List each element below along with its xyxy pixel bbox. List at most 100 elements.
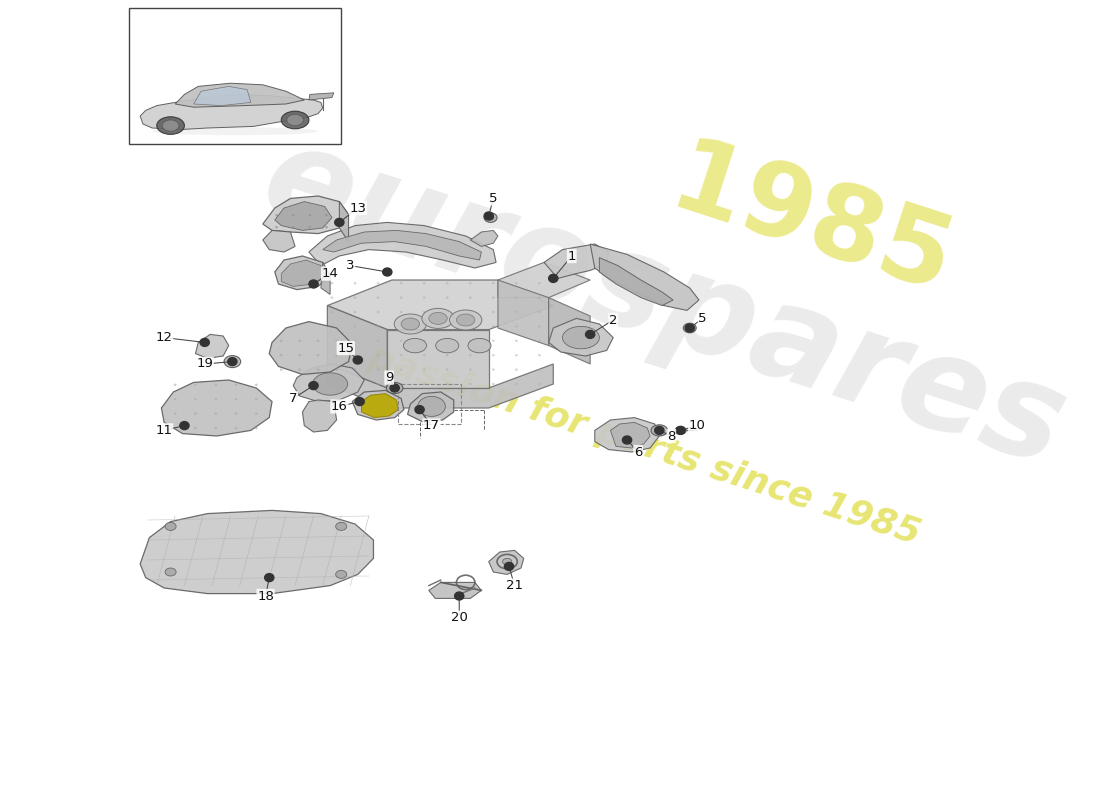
Ellipse shape: [492, 296, 495, 298]
Ellipse shape: [376, 296, 380, 298]
Circle shape: [309, 280, 318, 288]
Circle shape: [685, 324, 694, 332]
Ellipse shape: [422, 296, 426, 298]
Ellipse shape: [492, 325, 495, 327]
Ellipse shape: [399, 296, 403, 298]
Ellipse shape: [331, 339, 333, 342]
Ellipse shape: [503, 558, 512, 565]
Ellipse shape: [157, 117, 185, 134]
Polygon shape: [294, 364, 364, 402]
Bar: [398, 384, 461, 424]
Ellipse shape: [353, 325, 356, 327]
Ellipse shape: [214, 427, 217, 429]
Ellipse shape: [469, 282, 472, 284]
Ellipse shape: [255, 413, 257, 414]
Ellipse shape: [402, 318, 419, 330]
Ellipse shape: [386, 382, 403, 394]
Ellipse shape: [234, 383, 238, 386]
Polygon shape: [263, 230, 295, 252]
Ellipse shape: [308, 214, 311, 217]
Ellipse shape: [404, 338, 427, 353]
Ellipse shape: [538, 368, 541, 370]
Ellipse shape: [165, 568, 176, 576]
Ellipse shape: [436, 338, 459, 353]
Text: 16: 16: [331, 400, 348, 413]
Ellipse shape: [469, 339, 472, 342]
Circle shape: [675, 426, 685, 434]
Ellipse shape: [656, 427, 663, 434]
Ellipse shape: [287, 114, 304, 126]
Polygon shape: [328, 364, 553, 408]
Ellipse shape: [515, 368, 518, 370]
Circle shape: [454, 592, 464, 600]
Ellipse shape: [255, 427, 257, 429]
Ellipse shape: [331, 354, 333, 356]
Ellipse shape: [399, 383, 403, 386]
Ellipse shape: [376, 339, 380, 342]
Ellipse shape: [446, 310, 449, 313]
Ellipse shape: [422, 339, 426, 342]
Ellipse shape: [538, 339, 541, 342]
Ellipse shape: [538, 383, 541, 386]
Text: a passion for parts since 1985: a passion for parts since 1985: [329, 329, 925, 551]
Text: 18: 18: [257, 590, 274, 602]
Ellipse shape: [484, 213, 497, 222]
Polygon shape: [610, 422, 650, 448]
Ellipse shape: [394, 314, 427, 334]
Circle shape: [549, 274, 558, 282]
Text: 3: 3: [346, 259, 354, 272]
Ellipse shape: [214, 413, 217, 414]
Ellipse shape: [353, 368, 356, 370]
Ellipse shape: [429, 313, 448, 325]
Ellipse shape: [675, 426, 686, 434]
Text: 6: 6: [634, 446, 642, 458]
Polygon shape: [321, 262, 330, 294]
Polygon shape: [275, 256, 330, 290]
Ellipse shape: [336, 354, 338, 356]
Ellipse shape: [194, 427, 197, 429]
Polygon shape: [498, 262, 591, 298]
Ellipse shape: [376, 310, 380, 313]
Ellipse shape: [492, 339, 495, 342]
Circle shape: [484, 212, 493, 220]
Text: 2: 2: [609, 314, 617, 326]
Ellipse shape: [399, 354, 403, 356]
Circle shape: [334, 218, 344, 226]
Polygon shape: [328, 306, 387, 388]
Ellipse shape: [174, 413, 177, 414]
Ellipse shape: [492, 383, 495, 386]
Circle shape: [654, 426, 664, 434]
Circle shape: [623, 436, 631, 444]
Ellipse shape: [336, 522, 346, 530]
Polygon shape: [339, 202, 349, 242]
Ellipse shape: [422, 368, 426, 370]
Circle shape: [415, 406, 425, 414]
Polygon shape: [595, 418, 659, 452]
Ellipse shape: [331, 310, 333, 313]
Ellipse shape: [194, 413, 197, 414]
Polygon shape: [270, 322, 352, 374]
Ellipse shape: [562, 326, 600, 349]
Polygon shape: [549, 318, 613, 356]
Polygon shape: [498, 280, 549, 346]
Ellipse shape: [492, 310, 495, 313]
Ellipse shape: [422, 354, 426, 356]
Ellipse shape: [312, 373, 348, 395]
Ellipse shape: [326, 214, 328, 217]
Ellipse shape: [298, 354, 301, 356]
Ellipse shape: [353, 310, 356, 313]
Text: 13: 13: [350, 202, 366, 214]
Ellipse shape: [418, 396, 446, 416]
Ellipse shape: [224, 355, 241, 367]
Ellipse shape: [683, 323, 696, 333]
Polygon shape: [471, 230, 498, 246]
Ellipse shape: [331, 296, 333, 298]
Ellipse shape: [174, 398, 177, 400]
Polygon shape: [488, 550, 524, 574]
Ellipse shape: [469, 354, 472, 356]
Ellipse shape: [331, 282, 333, 284]
Ellipse shape: [446, 325, 449, 327]
Ellipse shape: [469, 383, 472, 386]
Ellipse shape: [353, 354, 356, 356]
Circle shape: [505, 562, 514, 570]
